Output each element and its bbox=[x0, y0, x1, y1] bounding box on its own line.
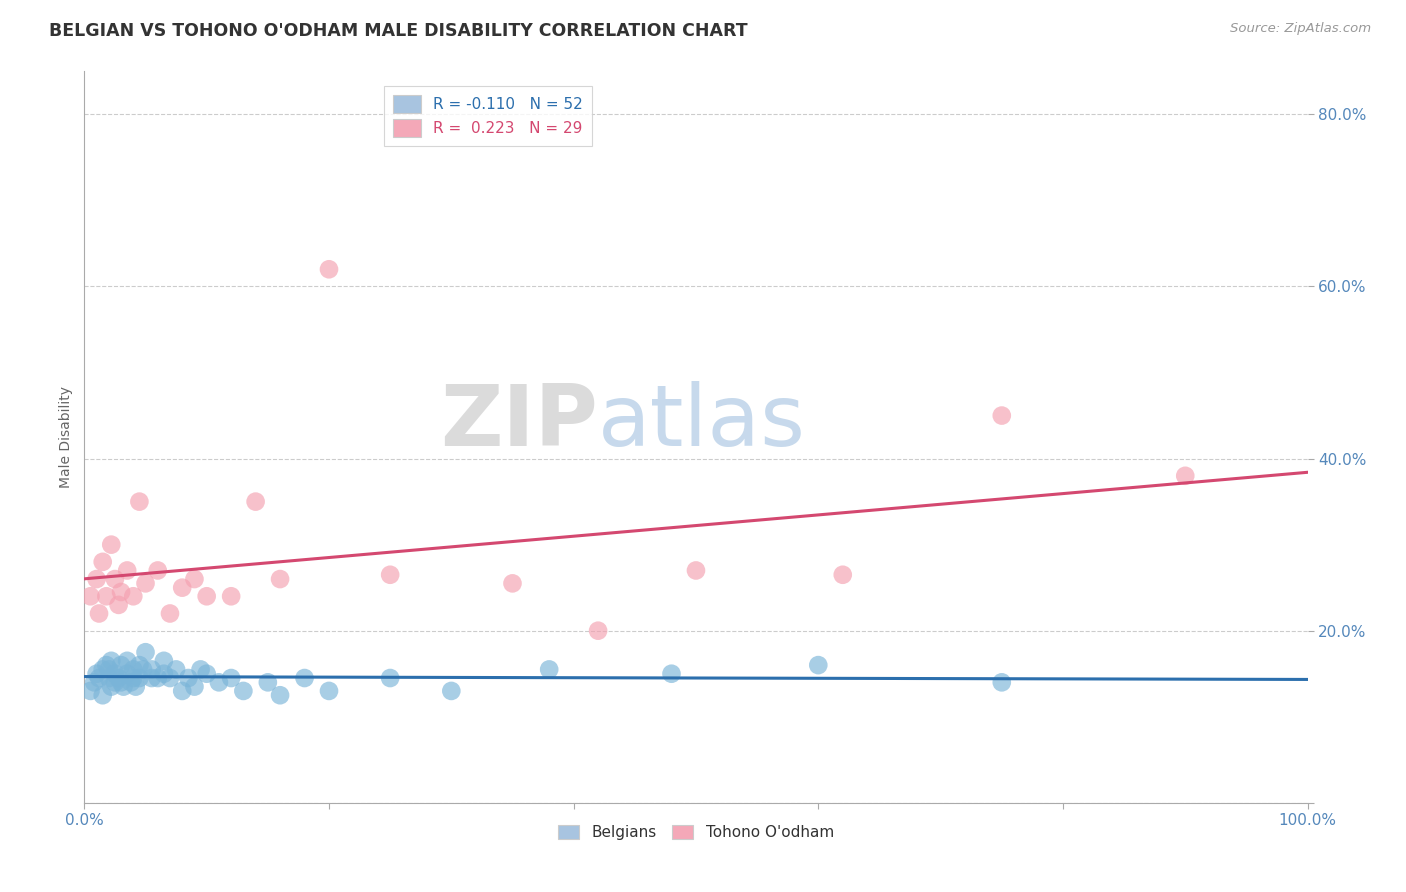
Text: BELGIAN VS TOHONO O'ODHAM MALE DISABILITY CORRELATION CHART: BELGIAN VS TOHONO O'ODHAM MALE DISABILIT… bbox=[49, 22, 748, 40]
Point bbox=[115, 654, 138, 668]
Point bbox=[96, 658, 118, 673]
Point bbox=[661, 666, 683, 681]
Point bbox=[172, 684, 194, 698]
Point bbox=[146, 671, 169, 685]
Point bbox=[257, 675, 280, 690]
Point bbox=[91, 555, 114, 569]
Point bbox=[87, 671, 110, 685]
Text: Source: ZipAtlas.com: Source: ZipAtlas.com bbox=[1230, 22, 1371, 36]
Point bbox=[183, 572, 205, 586]
Point bbox=[219, 589, 242, 603]
Point bbox=[586, 624, 609, 638]
Point bbox=[104, 572, 127, 586]
Point bbox=[190, 662, 212, 676]
Point bbox=[112, 680, 135, 694]
Legend: Belgians, Tohono O'odham: Belgians, Tohono O'odham bbox=[553, 819, 839, 847]
Point bbox=[97, 662, 120, 676]
Point bbox=[97, 671, 120, 685]
Point bbox=[87, 607, 110, 621]
Point bbox=[125, 680, 148, 694]
Point bbox=[120, 675, 142, 690]
Point bbox=[502, 576, 524, 591]
Point bbox=[177, 671, 200, 685]
Point bbox=[991, 409, 1014, 423]
Point bbox=[107, 671, 129, 685]
Point bbox=[128, 671, 150, 685]
Point bbox=[159, 671, 181, 685]
Point bbox=[219, 671, 242, 685]
Point bbox=[86, 666, 108, 681]
Point bbox=[83, 675, 105, 690]
Point bbox=[100, 680, 122, 694]
Point bbox=[318, 262, 340, 277]
Point bbox=[269, 688, 291, 702]
Point bbox=[122, 662, 145, 676]
Point bbox=[100, 654, 122, 668]
Point bbox=[141, 671, 163, 685]
Point bbox=[380, 567, 402, 582]
Point bbox=[159, 607, 181, 621]
Point bbox=[135, 645, 157, 659]
Point bbox=[91, 688, 114, 702]
Point bbox=[79, 684, 101, 698]
Point bbox=[232, 684, 254, 698]
Point bbox=[115, 564, 138, 578]
Text: ZIP: ZIP bbox=[440, 381, 598, 464]
Point bbox=[538, 662, 561, 676]
Point bbox=[107, 598, 129, 612]
Point bbox=[153, 654, 176, 668]
Point bbox=[104, 675, 127, 690]
Point bbox=[208, 675, 231, 690]
Point bbox=[807, 658, 830, 673]
Point bbox=[115, 666, 138, 681]
Point bbox=[380, 671, 402, 685]
Point bbox=[110, 658, 132, 673]
Point bbox=[146, 564, 169, 578]
Point bbox=[153, 666, 176, 681]
Point bbox=[172, 581, 194, 595]
Point bbox=[132, 662, 155, 676]
Point bbox=[831, 567, 853, 582]
Point bbox=[79, 589, 101, 603]
Point bbox=[91, 662, 114, 676]
Point bbox=[245, 494, 267, 508]
Point bbox=[440, 684, 463, 698]
Point bbox=[195, 589, 218, 603]
Point bbox=[183, 680, 205, 694]
Point bbox=[122, 671, 145, 685]
Point bbox=[141, 662, 163, 676]
Point bbox=[1174, 468, 1197, 483]
Point bbox=[96, 589, 118, 603]
Point bbox=[104, 666, 127, 681]
Y-axis label: Male Disability: Male Disability bbox=[59, 386, 73, 488]
Point bbox=[100, 538, 122, 552]
Point bbox=[128, 494, 150, 508]
Point bbox=[294, 671, 316, 685]
Text: atlas: atlas bbox=[598, 381, 806, 464]
Point bbox=[110, 675, 132, 690]
Point bbox=[165, 662, 187, 676]
Point bbox=[269, 572, 291, 586]
Point bbox=[128, 658, 150, 673]
Point bbox=[195, 666, 218, 681]
Point bbox=[110, 585, 132, 599]
Point bbox=[991, 675, 1014, 690]
Point bbox=[318, 684, 340, 698]
Point bbox=[685, 564, 707, 578]
Point bbox=[122, 589, 145, 603]
Point bbox=[86, 572, 108, 586]
Point bbox=[135, 576, 157, 591]
